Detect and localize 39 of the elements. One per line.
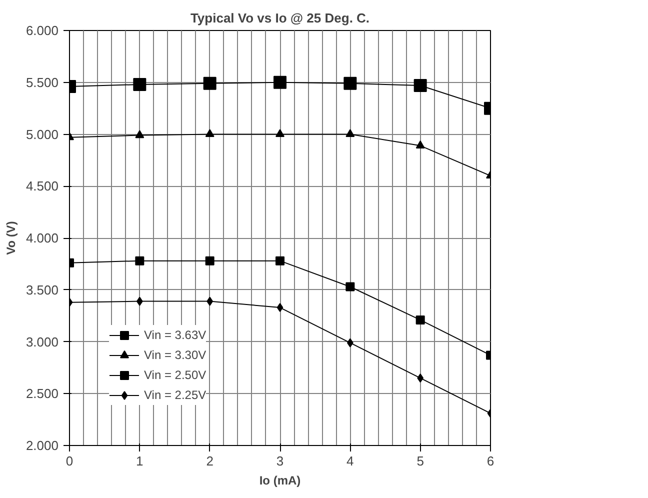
- x-tick-label: 6: [486, 454, 494, 468]
- point: [205, 129, 214, 138]
- point: [135, 130, 144, 138]
- point: [344, 76, 357, 90]
- y-tick-label: 3.500: [26, 282, 59, 298]
- y-tick-label: 5.000: [26, 126, 59, 142]
- y-tick-label: 2.000: [26, 438, 59, 453]
- legend-label: Vin = 2.50V: [144, 368, 206, 382]
- point: [276, 303, 284, 312]
- x-tick-label: 1: [136, 454, 144, 468]
- point: [276, 256, 284, 266]
- point: [205, 256, 214, 266]
- x-tick-label: 5: [416, 454, 424, 468]
- point: [276, 129, 284, 138]
- point: [346, 282, 355, 292]
- point: [416, 140, 425, 148]
- y-tick-label: 4.500: [26, 178, 59, 194]
- point: [274, 76, 286, 89]
- point: [416, 315, 425, 324]
- y-tick-label: 3.000: [26, 334, 59, 350]
- x-tick-label: 2: [206, 454, 214, 468]
- x-tick-label: 4: [346, 454, 354, 468]
- y-tick-label: 5.500: [26, 74, 59, 90]
- chart-title: Typical Vo vs Io @ 25 Deg. C.: [190, 10, 370, 26]
- y-tick-label: 6.000: [26, 23, 59, 38]
- point: [133, 78, 146, 91]
- point: [346, 129, 355, 138]
- x-tick-label: 3: [276, 454, 284, 468]
- legend-label: Vin = 3.30V: [144, 348, 206, 362]
- point: [135, 256, 144, 266]
- y-axis-title: Vo (V): [4, 221, 18, 255]
- legend-label: Vin = 2.25V: [144, 388, 206, 402]
- point: [203, 76, 216, 90]
- point: [414, 78, 427, 92]
- x-axis-title: Io (mA): [259, 474, 301, 488]
- legend-label: Vin = 3.63V: [144, 328, 206, 342]
- y-tick-label: 2.500: [26, 386, 59, 402]
- x-tick-label: 0: [66, 454, 74, 468]
- y-tick-label: 4.000: [26, 230, 59, 246]
